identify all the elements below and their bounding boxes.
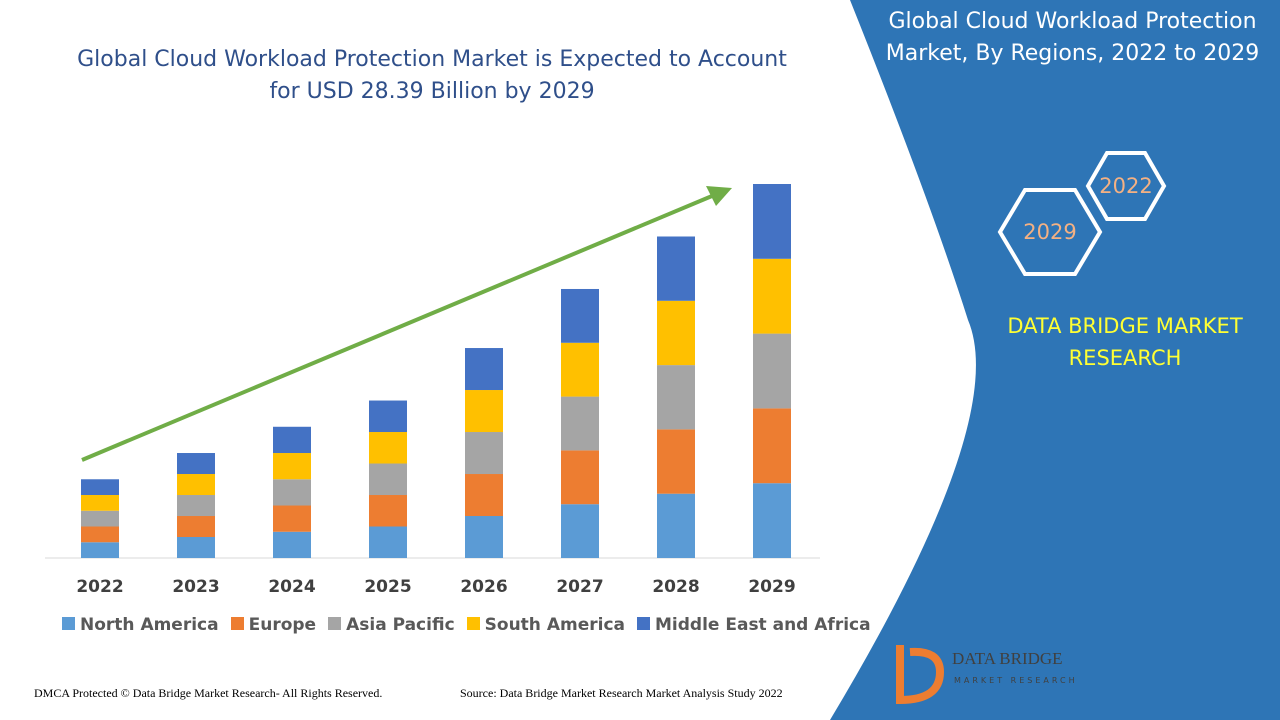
- bar-segment: [81, 510, 119, 527]
- trend-arrow: [81, 194, 713, 462]
- bar-segment: [81, 495, 119, 511]
- legend-swatch: [230, 617, 244, 630]
- legend-label: Middle East and Africa: [655, 615, 871, 635]
- bar-segment: [561, 342, 599, 397]
- bar-segment: [657, 300, 695, 366]
- arrow-head: [706, 186, 732, 206]
- bar-segment: [753, 333, 791, 409]
- footer-right: Source: Data Bridge Market Research Mark…: [460, 686, 783, 700]
- bar-segment: [369, 526, 407, 558]
- bar-segment: [465, 390, 503, 433]
- logo-name: DATA BRIDGE: [952, 649, 1063, 668]
- x-tick-label: 2028: [652, 577, 699, 597]
- legend-label: North America: [80, 615, 219, 635]
- bar-segment: [753, 184, 791, 259]
- bar-segment: [81, 542, 119, 558]
- legend-item: Middle East and Africa: [637, 615, 871, 635]
- bar-segment: [561, 288, 599, 343]
- side-panel: [830, 0, 1280, 720]
- bar-segment: [561, 450, 599, 505]
- bar-segment: [273, 505, 311, 532]
- bar-segment: [657, 365, 695, 430]
- hex-label: 2022: [1099, 174, 1152, 198]
- x-tick-label: 2026: [460, 577, 507, 597]
- bar-segment: [273, 453, 311, 480]
- hex-label: 2029: [1023, 220, 1076, 244]
- legend-swatch: [328, 617, 342, 630]
- bar-segment: [369, 432, 407, 464]
- brand: DATA BRIDGE MARKET RESEARCH: [1007, 314, 1243, 370]
- hexagon: [1085, 151, 1167, 221]
- legend-item: Europe: [230, 615, 317, 635]
- legend-item: Asia Pacific: [328, 615, 455, 635]
- bar-segment: [465, 432, 503, 475]
- bar-segment: [657, 236, 695, 301]
- x-tick-label: 2022: [76, 577, 123, 597]
- bar-segment: [465, 348, 503, 391]
- bar-segment: [753, 408, 791, 484]
- x-tick-label: 2025: [364, 577, 411, 597]
- panel-title: Global Cloud Workload Protection Market,…: [885, 9, 1260, 66]
- bar-segment: [657, 493, 695, 558]
- legend-swatch: [62, 617, 75, 630]
- x-tick-label: 2024: [268, 577, 315, 597]
- legend-label: Asia Pacific: [346, 615, 455, 635]
- bar-segment: [465, 516, 503, 558]
- x-tick-label: 2027: [556, 577, 603, 597]
- bar-segment: [177, 495, 215, 517]
- bar-segment: [657, 429, 695, 494]
- bar-segment: [753, 258, 791, 334]
- legend-label: South America: [484, 615, 625, 635]
- bar-segment: [273, 426, 311, 454]
- legend-item: North America: [62, 615, 219, 635]
- bar-segment: [177, 453, 215, 475]
- bar-segment: [81, 526, 119, 543]
- bar-segment: [177, 516, 215, 538]
- bar-segment: [273, 531, 311, 558]
- bar-segment: [177, 474, 215, 496]
- logo-icon: [896, 645, 945, 705]
- bars: 2022 2023 2024 2025 2026 2027 2028 2029: [76, 184, 796, 597]
- logo-tagline: MARKET RESEARCH: [954, 676, 1078, 685]
- footer-left: DMCA Protected © Data Bridge Market Rese…: [34, 686, 383, 700]
- legend-swatch: [637, 617, 650, 630]
- bar-segment: [369, 400, 407, 433]
- bar-segment: [273, 479, 311, 506]
- bar-segment: [753, 483, 791, 558]
- bar-segment: [81, 479, 119, 496]
- legend-label: Europe: [248, 615, 317, 635]
- legend: North America Europe Asia Pacific South Ame…: [62, 615, 871, 635]
- chart-title: Global Cloud Workload Protection Market …: [77, 47, 787, 104]
- x-tick-label: 2023: [172, 577, 219, 597]
- hexagon: [997, 188, 1103, 276]
- bar-segment: [369, 463, 407, 496]
- x-tick-label: 2029: [748, 577, 795, 597]
- legend-item: South America: [466, 615, 625, 635]
- bar-segment: [465, 474, 503, 517]
- legend-swatch: [466, 617, 480, 630]
- bar-segment: [561, 504, 599, 558]
- bar-segment: [561, 396, 599, 451]
- bar-segment: [177, 537, 215, 558]
- bar-segment: [369, 495, 407, 527]
